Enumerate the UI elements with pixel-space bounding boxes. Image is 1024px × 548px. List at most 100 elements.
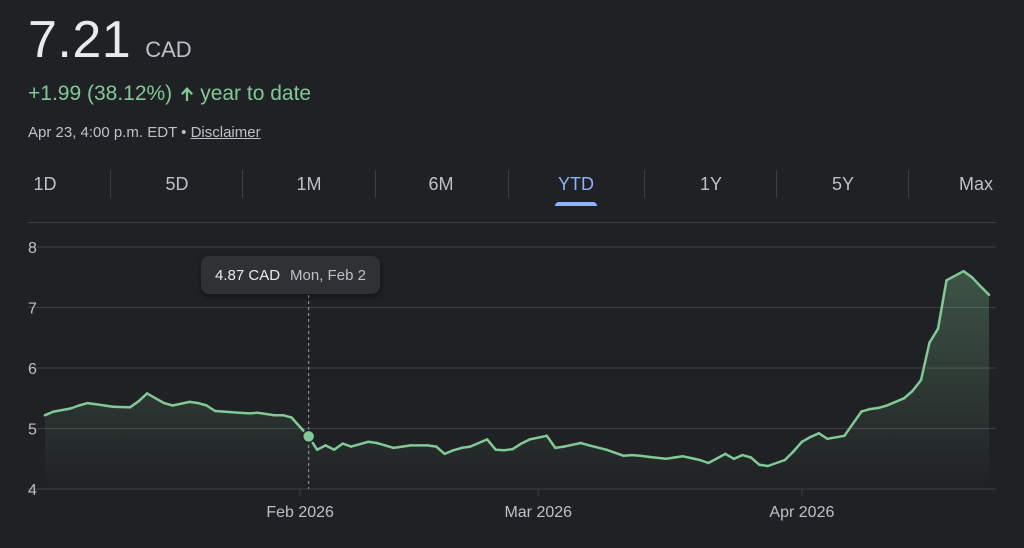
price-line-segment <box>103 404 115 408</box>
price-line-segment <box>315 444 327 451</box>
price-line-segment <box>792 440 804 453</box>
price-line-segment <box>171 400 191 407</box>
y-tick-label: 6 <box>28 361 37 378</box>
price-line-segment <box>817 432 829 441</box>
tab-divider <box>110 170 111 198</box>
price-line-segment <box>460 445 472 450</box>
x-tick-label: Feb 2026 <box>266 504 334 521</box>
price-line-segment <box>766 458 787 468</box>
tab-6m[interactable]: 6M <box>381 166 501 206</box>
price-line-segment <box>936 279 948 330</box>
price-line-segment <box>885 397 906 407</box>
tab-divider <box>508 170 509 198</box>
price-line-segment <box>77 401 89 407</box>
price-line-segment <box>494 448 506 452</box>
x-tick-label: Mar 2026 <box>504 504 572 521</box>
tab-max[interactable]: Max <box>916 166 1024 206</box>
price-line-segment <box>851 410 863 425</box>
tab-divider <box>908 170 909 198</box>
price-line-segment <box>528 434 549 441</box>
tooltip-date: Mon, Feb 2 <box>290 266 366 284</box>
disclaimer-link[interactable]: Disclaimer <box>190 124 261 141</box>
price-line-segment <box>111 405 132 409</box>
price-line-segment <box>732 453 744 461</box>
price-line-segment <box>451 446 463 452</box>
price-line-segment <box>826 434 846 441</box>
tab-5y[interactable]: 5Y <box>783 166 903 206</box>
tabs-divider-line <box>28 222 996 223</box>
currency-label: CAD <box>145 37 192 62</box>
tab-1m[interactable]: 1M <box>249 166 369 206</box>
tab-1d[interactable]: 1D <box>0 166 105 206</box>
price-line-segment <box>485 438 497 451</box>
price-line-segment <box>970 276 982 288</box>
price-line-segment <box>639 454 651 459</box>
price-line-segment <box>443 449 455 456</box>
price-line-segment <box>681 455 693 460</box>
price-line-segment <box>511 442 523 451</box>
range-tabs: 1D 5D 1M 6M YTD 1Y 5Y Max <box>0 166 1024 206</box>
y-tick-label: 7 <box>28 301 37 318</box>
price-line-segment <box>979 285 991 297</box>
tab-divider <box>776 170 777 198</box>
price-line-segment <box>324 444 336 451</box>
x-axis: Feb 2026 Mar 2026 Apr 2026 <box>266 489 834 521</box>
price-line-segment <box>945 269 965 282</box>
price-line-segment <box>877 404 889 410</box>
price-line-segment <box>43 410 55 417</box>
price-line-segment <box>911 378 923 393</box>
price-line-segment <box>247 411 259 415</box>
price-line-segment <box>264 412 276 417</box>
price-line-segment <box>162 401 174 407</box>
price-line-segment <box>698 458 710 465</box>
price-line-segment <box>545 434 557 450</box>
price-line-segment <box>758 463 770 468</box>
tab-divider <box>644 170 645 198</box>
tab-divider <box>242 170 243 198</box>
price-line-segment <box>809 432 821 439</box>
price-line-segment <box>647 455 668 461</box>
price-line-segment <box>137 392 149 403</box>
price-line-segment <box>341 442 353 448</box>
tab-ytd[interactable]: YTD <box>516 166 636 206</box>
price-line-segment <box>213 409 225 413</box>
tab-divider <box>375 170 376 198</box>
price-line-segment <box>562 443 574 448</box>
price-line-segment <box>749 456 761 467</box>
price-line-segment <box>554 445 566 450</box>
price-line-segment <box>205 404 217 413</box>
price-line-segment <box>400 444 412 448</box>
price-line-segment <box>281 413 293 419</box>
price-area <box>45 271 989 489</box>
tab-label: 1Y <box>699 174 723 194</box>
price-line-segment <box>392 445 404 450</box>
y-tick-label: 8 <box>28 240 37 257</box>
price-line-segment <box>256 411 268 416</box>
quote-timestamp: Apr 23, 4:00 p.m. EDT <box>28 124 177 141</box>
price-line-segment <box>741 453 753 459</box>
price-line-segment <box>366 440 378 445</box>
arrow-up-icon <box>180 86 194 102</box>
price-line-segment <box>222 410 234 414</box>
price-line-segment <box>86 401 98 406</box>
meta-separator: • <box>181 124 187 141</box>
price-line-segment <box>128 400 140 409</box>
price-line-segment <box>145 392 157 400</box>
price-line-segment <box>383 444 395 450</box>
price-line-segment <box>154 397 166 405</box>
y-tick-label: 4 <box>28 482 37 499</box>
price-line-segment <box>196 401 208 407</box>
tab-5d[interactable]: 5D <box>117 166 237 206</box>
tab-1y[interactable]: 1Y <box>651 166 771 206</box>
price-line-segment <box>230 410 251 415</box>
price-line-segment <box>928 327 940 344</box>
price-line-segment <box>613 451 625 457</box>
price-line-segment <box>605 448 617 454</box>
price-line-segment <box>902 389 914 400</box>
tooltip-value: 4.87 CAD <box>215 266 281 284</box>
hover-point <box>301 429 316 444</box>
price-line-segment <box>571 441 583 447</box>
price-line-segment <box>94 403 106 407</box>
change-value: +1.99 (38.12%) <box>28 82 173 105</box>
